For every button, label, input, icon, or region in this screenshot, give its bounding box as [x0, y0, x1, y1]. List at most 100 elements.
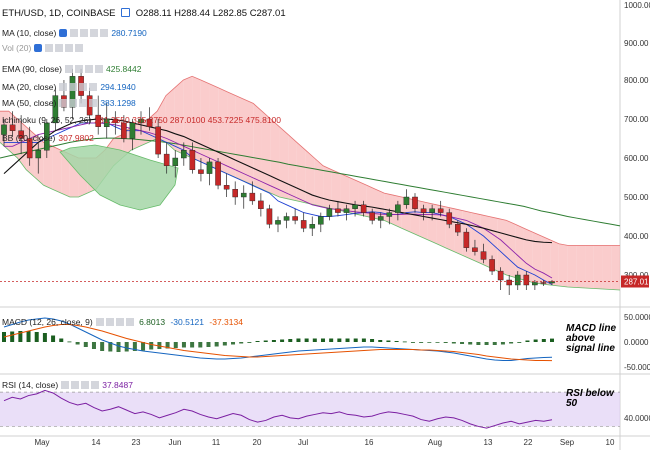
candle: [429, 208, 435, 213]
macd-histogram-bar: [468, 342, 473, 345]
macd-histogram-bar: [288, 339, 293, 342]
ichimoku-cloud-segment: [550, 239, 559, 286]
macd-axis: 50.0000 0.0000 -50.0000: [624, 313, 650, 372]
macd-histogram-bar: [345, 338, 350, 342]
legend-ema90[interactable]: EMA (90, close) 425.8442: [2, 64, 141, 74]
macd-histogram-bar: [443, 342, 448, 343]
legend-value: 425.8442: [106, 64, 142, 74]
macd-hist-value: 6.8013: [139, 317, 166, 327]
macd-histogram-bar: [173, 342, 178, 348]
settings-icons[interactable]: [59, 83, 98, 91]
ichimoku-cloud-segment: [558, 243, 568, 287]
macd-histogram-bar: [378, 340, 383, 342]
legend-ma50[interactable]: MA (50, close) 383.1298: [2, 98, 136, 108]
macd-histogram-bar: [132, 342, 137, 351]
time-tick-label: 22: [524, 438, 533, 447]
legend-value: 280.7190: [111, 28, 147, 38]
time-tick-label: Jun: [169, 438, 182, 447]
macd-histogram-bar: [386, 340, 391, 342]
legend-macd[interactable]: MACD (12, 26, close, 9) 6.8013 -30.5121 …: [2, 317, 243, 327]
ichimoku-cloud-segment: [17, 119, 27, 170]
chart-header: ETH/USD, 1D, COINBASE O288.11 H288.44 L2…: [2, 8, 286, 19]
candles: [1, 68, 555, 295]
legend-ichimoku[interactable]: Ichimoku (9, 26, 52, 26) 281.2550 335.275…: [2, 115, 281, 125]
ichimoku-cloud-segment: [340, 173, 350, 213]
symbol-title: ETH/USD, 1D, COINBASE: [2, 8, 116, 19]
macd-histogram-bar: [67, 341, 72, 343]
visibility-icon[interactable]: [59, 29, 68, 37]
settings-icons[interactable]: [65, 65, 103, 73]
legend-vol[interactable]: Vol (20): [2, 43, 84, 53]
compare-icon[interactable]: [121, 8, 131, 17]
candle: [540, 282, 547, 284]
settings-icons[interactable]: [61, 381, 100, 389]
ichimoku-cloud-segment: [541, 236, 551, 285]
candle: [369, 212, 375, 221]
ichimoku-cloud-segment: [218, 87, 228, 174]
legend-label: Ichimoku (9, 26, 52, 26): [2, 115, 92, 125]
legend-value: 294.1940: [100, 82, 136, 92]
ohlc-readout: O288.11 H288.44 L282.85 C287.01: [135, 8, 286, 19]
macd-histogram-bar: [337, 338, 342, 342]
macd-histogram-bar: [271, 340, 276, 342]
macd-histogram-bar: [410, 342, 415, 343]
ichimoku-cloud-segment: [244, 99, 254, 186]
macd-histogram-bar: [10, 331, 15, 342]
candle: [35, 149, 42, 159]
ichimoku-cloud-segment: [593, 245, 603, 289]
settings-icons[interactable]: [95, 318, 134, 326]
legend-bb[interactable]: BB (20, close) 307.9802: [2, 133, 94, 143]
settings-icons[interactable]: [70, 29, 109, 37]
macd-histogram-bar: [329, 338, 334, 342]
macd-histogram-bar: [51, 335, 56, 342]
visibility-icon[interactable]: [34, 44, 43, 52]
macd-histogram-bar: [247, 342, 252, 343]
candle: [112, 118, 119, 124]
macd-histogram-bar: [427, 342, 432, 343]
macd-histogram-bar: [370, 339, 375, 342]
settings-icons[interactable]: [59, 99, 98, 107]
candle: [403, 196, 410, 206]
ichimoku-cloud-segment: [567, 245, 577, 288]
legend-ma20[interactable]: MA (20, close) 294.1940: [2, 82, 136, 92]
candle: [258, 200, 264, 209]
time-tick-label: 14: [92, 438, 101, 447]
legend-label: MACD (12, 26, close, 9): [2, 317, 93, 327]
candle: [309, 224, 316, 229]
last-price-badge: [621, 275, 649, 288]
legend-ma10[interactable]: MA (10, close) 280.7190: [2, 28, 147, 38]
candle: [155, 126, 161, 155]
rsi-line: [3, 389, 553, 429]
macd-histogram-bar: [280, 339, 285, 342]
macd-histogram-bar: [525, 340, 530, 342]
macd-histogram-bar: [42, 333, 47, 342]
price-tick-label: 600.00: [624, 154, 649, 163]
macd-histogram-bar: [190, 342, 195, 348]
macd-histogram-bar: [460, 342, 465, 344]
ma20-line: [4, 122, 553, 279]
price-tick-label: 900.00: [624, 39, 649, 48]
candle: [283, 216, 290, 221]
ichimoku-cloud-segment: [471, 212, 481, 264]
macd-histogram-bar: [500, 342, 505, 345]
candle: [138, 118, 144, 124]
macd-histogram-bar: [492, 342, 497, 345]
macd-histogram-bar: [181, 342, 186, 348]
candle: [1, 124, 7, 135]
legend-value: 281.2550 335.2750 287.0100 453.7225 475.…: [94, 115, 282, 125]
candle: [335, 208, 341, 213]
candle: [18, 130, 24, 139]
candle: [95, 114, 101, 127]
ichimoku-cloud-segment: [192, 76, 201, 162]
candle: [26, 138, 33, 159]
macd-histogram-bar: [541, 339, 546, 342]
legend-rsi[interactable]: RSI (14, close) 37.8487: [2, 380, 133, 390]
ichimoku-cloud-segment: [43, 142, 53, 190]
candle: [446, 212, 453, 225]
candle: [266, 208, 273, 225]
time-axis: May 14 23 Jun 11 20 Jul 16 Aug 13 22 Sep 10: [34, 438, 615, 447]
candle: [9, 124, 16, 131]
settings-icons[interactable]: [45, 44, 84, 52]
candle: [480, 251, 487, 260]
